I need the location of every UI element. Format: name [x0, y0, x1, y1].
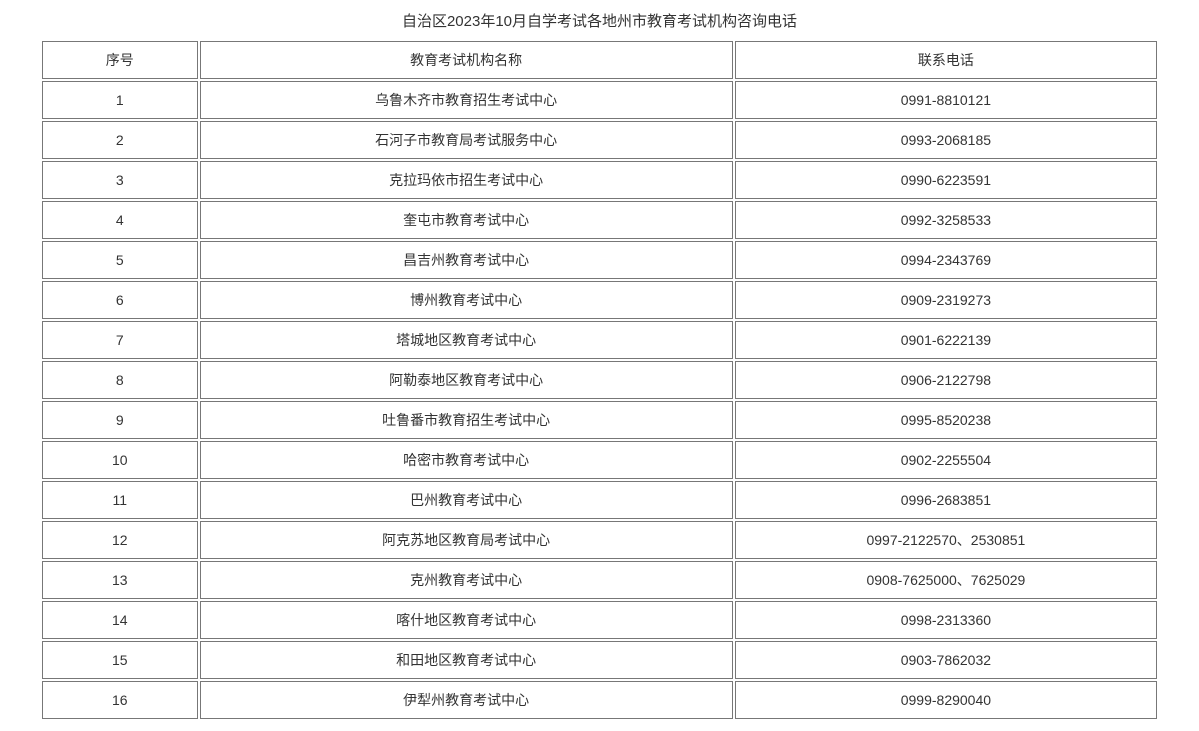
- table-row: 1乌鲁木齐市教育招生考试中心0991-8810121: [42, 81, 1157, 119]
- table-row: 13克州教育考试中心0908-7625000、7625029: [42, 561, 1157, 599]
- cell-org: 伊犁州教育考试中心: [200, 681, 733, 719]
- cell-org: 奎屯市教育考试中心: [200, 201, 733, 239]
- cell-tel: 0998-2313360: [735, 601, 1157, 639]
- cell-tel: 0995-8520238: [735, 401, 1157, 439]
- cell-org: 阿克苏地区教育局考试中心: [200, 521, 733, 559]
- cell-org: 克州教育考试中心: [200, 561, 733, 599]
- cell-org: 哈密市教育考试中心: [200, 441, 733, 479]
- cell-seq: 15: [42, 641, 198, 679]
- cell-tel: 0999-8290040: [735, 681, 1157, 719]
- cell-seq: 16: [42, 681, 198, 719]
- table-row: 8阿勒泰地区教育考试中心0906-2122798: [42, 361, 1157, 399]
- cell-tel: 0997-2122570、2530851: [735, 521, 1157, 559]
- cell-org: 巴州教育考试中心: [200, 481, 733, 519]
- cell-seq: 11: [42, 481, 198, 519]
- table-row: 12阿克苏地区教育局考试中心0997-2122570、2530851: [42, 521, 1157, 559]
- cell-tel: 0902-2255504: [735, 441, 1157, 479]
- table-row: 7塔城地区教育考试中心0901-6222139: [42, 321, 1157, 359]
- cell-org: 和田地区教育考试中心: [200, 641, 733, 679]
- cell-seq: 7: [42, 321, 198, 359]
- col-header-seq: 序号: [42, 41, 198, 79]
- cell-seq: 14: [42, 601, 198, 639]
- cell-seq: 12: [42, 521, 198, 559]
- cell-org: 昌吉州教育考试中心: [200, 241, 733, 279]
- table-row: 16伊犁州教育考试中心0999-8290040: [42, 681, 1157, 719]
- cell-tel: 0992-3258533: [735, 201, 1157, 239]
- table-row: 6博州教育考试中心0909-2319273: [42, 281, 1157, 319]
- table-row: 2石河子市教育局考试服务中心0993-2068185: [42, 121, 1157, 159]
- cell-org: 吐鲁番市教育招生考试中心: [200, 401, 733, 439]
- cell-seq: 8: [42, 361, 198, 399]
- col-header-tel: 联系电话: [735, 41, 1157, 79]
- cell-seq: 3: [42, 161, 198, 199]
- table-header-row: 序号 教育考试机构名称 联系电话: [42, 41, 1157, 79]
- cell-seq: 6: [42, 281, 198, 319]
- cell-org: 石河子市教育局考试服务中心: [200, 121, 733, 159]
- col-header-org: 教育考试机构名称: [200, 41, 733, 79]
- cell-tel: 0909-2319273: [735, 281, 1157, 319]
- cell-seq: 2: [42, 121, 198, 159]
- table-row: 15和田地区教育考试中心0903-7862032: [42, 641, 1157, 679]
- cell-seq: 5: [42, 241, 198, 279]
- cell-tel: 0994-2343769: [735, 241, 1157, 279]
- cell-tel: 0908-7625000、7625029: [735, 561, 1157, 599]
- table-row: 14喀什地区教育考试中心0998-2313360: [42, 601, 1157, 639]
- table-row: 9吐鲁番市教育招生考试中心0995-8520238: [42, 401, 1157, 439]
- cell-org: 乌鲁木齐市教育招生考试中心: [200, 81, 733, 119]
- cell-tel: 0993-2068185: [735, 121, 1157, 159]
- cell-org: 博州教育考试中心: [200, 281, 733, 319]
- table-row: 11巴州教育考试中心0996-2683851: [42, 481, 1157, 519]
- page-title: 自治区2023年10月自学考试各地州市教育考试机构咨询电话: [40, 10, 1159, 31]
- table-row: 10哈密市教育考试中心0902-2255504: [42, 441, 1157, 479]
- cell-org: 喀什地区教育考试中心: [200, 601, 733, 639]
- cell-tel: 0990-6223591: [735, 161, 1157, 199]
- cell-tel: 0903-7862032: [735, 641, 1157, 679]
- cell-seq: 1: [42, 81, 198, 119]
- table-row: 3克拉玛依市招生考试中心0990-6223591: [42, 161, 1157, 199]
- cell-org: 克拉玛依市招生考试中心: [200, 161, 733, 199]
- cell-org: 阿勒泰地区教育考试中心: [200, 361, 733, 399]
- cell-tel: 0901-6222139: [735, 321, 1157, 359]
- cell-tel: 0906-2122798: [735, 361, 1157, 399]
- cell-seq: 10: [42, 441, 198, 479]
- table-row: 4奎屯市教育考试中心0992-3258533: [42, 201, 1157, 239]
- contact-table: 序号 教育考试机构名称 联系电话 1乌鲁木齐市教育招生考试中心0991-8810…: [40, 39, 1159, 721]
- cell-org: 塔城地区教育考试中心: [200, 321, 733, 359]
- cell-tel: 0991-8810121: [735, 81, 1157, 119]
- cell-seq: 9: [42, 401, 198, 439]
- cell-seq: 4: [42, 201, 198, 239]
- cell-seq: 13: [42, 561, 198, 599]
- cell-tel: 0996-2683851: [735, 481, 1157, 519]
- table-row: 5昌吉州教育考试中心0994-2343769: [42, 241, 1157, 279]
